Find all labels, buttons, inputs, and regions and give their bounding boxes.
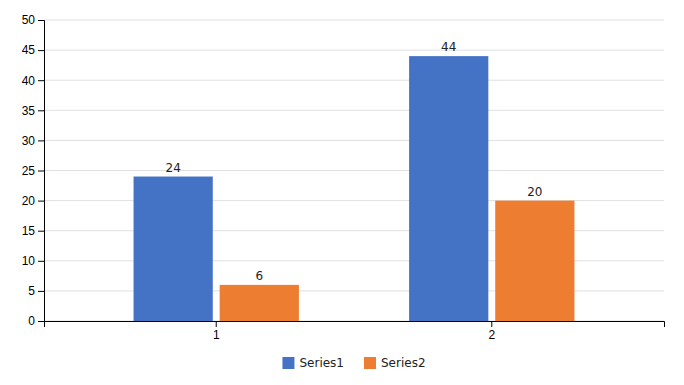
tick-mark [38, 20, 44, 21]
data-label: 6 [255, 269, 263, 283]
tick: 5 [28, 284, 44, 298]
grid-line [44, 110, 664, 111]
tick: 2 [488, 321, 495, 342]
grid-line [44, 80, 664, 81]
tick-label: 50 [22, 13, 36, 27]
tick: 10 [22, 254, 44, 268]
tick: 45 [22, 43, 44, 57]
plot: 24446200510152025303540455012 [22, 13, 665, 341]
bar [495, 201, 574, 321]
tick: 0 [28, 314, 44, 328]
data-label: 20 [527, 185, 542, 199]
tick: 15 [22, 224, 44, 238]
tick: 25 [22, 164, 44, 178]
tick: 1 [213, 321, 220, 342]
grid-line [44, 170, 664, 171]
tick-mark [38, 110, 44, 111]
tick-mark [38, 50, 44, 51]
tick-mark [38, 291, 44, 292]
legend-item: Series1 [282, 356, 344, 370]
tick: 40 [22, 74, 44, 88]
tick-label: 2 [488, 328, 495, 342]
legend-label: Series1 [299, 356, 344, 370]
data-label: 44 [441, 40, 456, 54]
grid-line [44, 50, 664, 51]
tick-mark [38, 231, 44, 232]
tick-label: 10 [22, 254, 36, 268]
tick-label: 1 [213, 328, 220, 342]
tick-mark [38, 261, 44, 262]
bar [409, 56, 488, 321]
tick-mark [216, 321, 217, 327]
axis-domain [45, 322, 665, 328]
legend-swatch [282, 357, 294, 369]
grid-line [44, 140, 664, 141]
grid-line [44, 20, 664, 21]
legend: Series1 Series2 [282, 356, 425, 370]
chart: 24446200510152025303540455012Series1Seri… [0, 0, 684, 385]
bar [134, 177, 213, 321]
series [134, 56, 489, 321]
y-axis: 0 5 10 15 20 25 30 35 40 45 50 [22, 13, 45, 328]
grid [44, 20, 664, 321]
legend-item: Series2 [364, 356, 426, 370]
axis-domain [38, 21, 45, 322]
tick: 50 [22, 13, 44, 27]
tick-label: 45 [22, 43, 36, 57]
tick-label: 30 [22, 134, 36, 148]
tick-label: 20 [22, 194, 36, 208]
legend-swatch [364, 357, 376, 369]
bars [134, 56, 575, 321]
tick-mark [38, 140, 44, 141]
data-labels: 24 44 6 20 [166, 40, 543, 283]
bar [220, 285, 299, 321]
legend-label: Series2 [381, 356, 426, 370]
tick-mark [38, 201, 44, 202]
tick: 20 [22, 194, 44, 208]
tick: 30 [22, 134, 44, 148]
tick-label: 25 [22, 164, 36, 178]
x-axis: 12 [45, 321, 665, 342]
tick-mark [491, 321, 492, 327]
tick: 35 [22, 104, 44, 118]
tick-label: 0 [28, 314, 35, 328]
tick-label: 35 [22, 104, 36, 118]
tick-label: 15 [22, 224, 36, 238]
tick-label: 40 [22, 74, 36, 88]
series [220, 201, 575, 321]
tick-mark [38, 80, 44, 81]
tick-mark [38, 171, 44, 172]
tick-mark [38, 321, 44, 322]
data-label: 24 [166, 161, 181, 175]
tick-label: 5 [28, 284, 35, 298]
